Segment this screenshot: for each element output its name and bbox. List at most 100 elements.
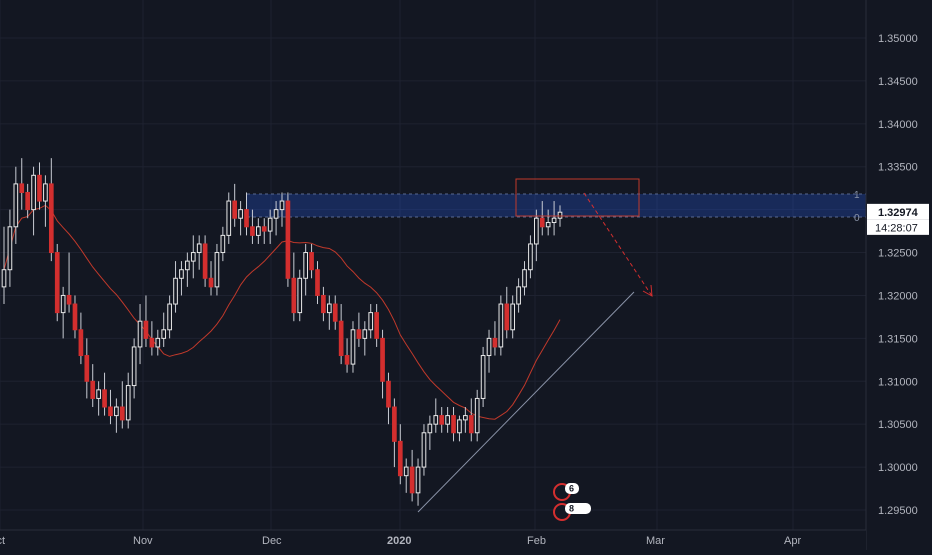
candle-body [1, 269, 7, 288]
candle-body [149, 337, 155, 348]
candle-body [66, 294, 72, 305]
price-tick-label: 1.32500 [878, 248, 918, 260]
last-price-box [867, 203, 929, 220]
candle-body [179, 269, 184, 279]
candle-body [344, 355, 350, 365]
candle-body [403, 466, 409, 477]
candle-body [13, 183, 19, 228]
candle-body [102, 389, 107, 408]
price-tick-label: 1.31000 [878, 376, 918, 388]
candle-body [256, 226, 261, 236]
candle-body [137, 320, 143, 348]
candle-body [392, 406, 397, 442]
time-tick-label: 2020 [387, 535, 411, 547]
price-axis-bg [866, 0, 932, 550]
candle-body [285, 200, 291, 279]
candle-body [457, 419, 462, 434]
time-tick-label: Mar [646, 535, 665, 547]
event-count-pill [565, 503, 591, 514]
candle-body [273, 209, 279, 219]
candle-body [267, 217, 273, 232]
candle-body [534, 217, 539, 245]
candle-body [498, 303, 504, 348]
candle-body [244, 209, 249, 228]
candle-body [250, 226, 255, 236]
candle-body [114, 406, 119, 417]
price-tick-label: 1.33500 [878, 162, 918, 174]
candle-body [463, 415, 468, 421]
candle-body [238, 209, 243, 219]
zone-fill [247, 194, 866, 217]
candle-body [155, 337, 161, 348]
candle-body [279, 200, 285, 211]
countdown-box [867, 219, 929, 235]
candle-body [551, 217, 557, 224]
candle-body [421, 432, 427, 468]
price-tick-label: 1.34500 [878, 76, 918, 88]
zone-level-lower: 0 [854, 213, 860, 224]
candle-body [545, 222, 551, 228]
candle-body [261, 226, 267, 232]
candle-body [557, 211, 563, 219]
event-badges[interactable]: 68 [553, 483, 591, 521]
price-tick-label: 1.32000 [878, 290, 918, 302]
candle-body [480, 355, 486, 399]
candle-body [297, 277, 303, 314]
event-count: 6 [569, 484, 574, 494]
candle-body [167, 303, 172, 331]
candle-body [7, 226, 13, 271]
candle-body [25, 191, 30, 211]
time-axis-bg [0, 530, 866, 550]
trend-drawings[interactable] [417, 178, 653, 513]
time-tick-label: Nov [133, 535, 153, 547]
candle-body [72, 303, 78, 331]
trendline[interactable] [417, 291, 635, 513]
candle-body [427, 423, 433, 434]
candle-body [315, 269, 320, 296]
candle-body [451, 415, 456, 434]
projection-arrowhead [642, 284, 653, 297]
time-tick-label: Oct [0, 535, 5, 547]
candle-body [108, 406, 113, 417]
candle-body [43, 183, 48, 202]
candle-body [291, 277, 297, 314]
price-tick-label: 1.31500 [878, 333, 918, 345]
countdown-label: 14:28:07 [875, 222, 918, 234]
candle-body [161, 329, 167, 339]
candle-body [350, 329, 356, 365]
resistance-zone[interactable]: 10 [247, 190, 866, 224]
candle-body [433, 415, 439, 425]
price-tick-label: 1.35000 [878, 33, 918, 45]
price-axis[interactable]: 1.350001.345001.340001.335001.330001.325… [867, 33, 929, 517]
candle-body [356, 329, 362, 339]
candle-body [439, 415, 445, 425]
candle-body [510, 303, 516, 331]
event-count-pill [565, 483, 579, 494]
candle-body [226, 200, 232, 236]
candle-body [374, 312, 379, 339]
target-box[interactable] [515, 178, 640, 217]
candle-body [196, 243, 202, 254]
candle-body [415, 466, 421, 494]
candle-body [31, 174, 36, 211]
candle-body [190, 252, 196, 262]
time-tick-label: Apr [784, 535, 801, 547]
candle-body [90, 380, 96, 399]
candle-body [143, 320, 149, 339]
time-tick-label: Dec [262, 535, 282, 547]
candle-body [19, 183, 25, 193]
candle-body [409, 466, 415, 494]
candle-body [54, 252, 60, 314]
candle-body [504, 303, 510, 331]
candle-body [332, 303, 338, 322]
candle-body [60, 294, 66, 314]
candle-body [125, 385, 131, 421]
candle-body [78, 329, 84, 357]
event-count: 8 [569, 504, 574, 514]
candlestick-series [1, 158, 563, 506]
time-axis[interactable]: Oct Nov Dec 2020 Feb Mar Apr [0, 529, 866, 550]
candle-body [380, 337, 385, 382]
